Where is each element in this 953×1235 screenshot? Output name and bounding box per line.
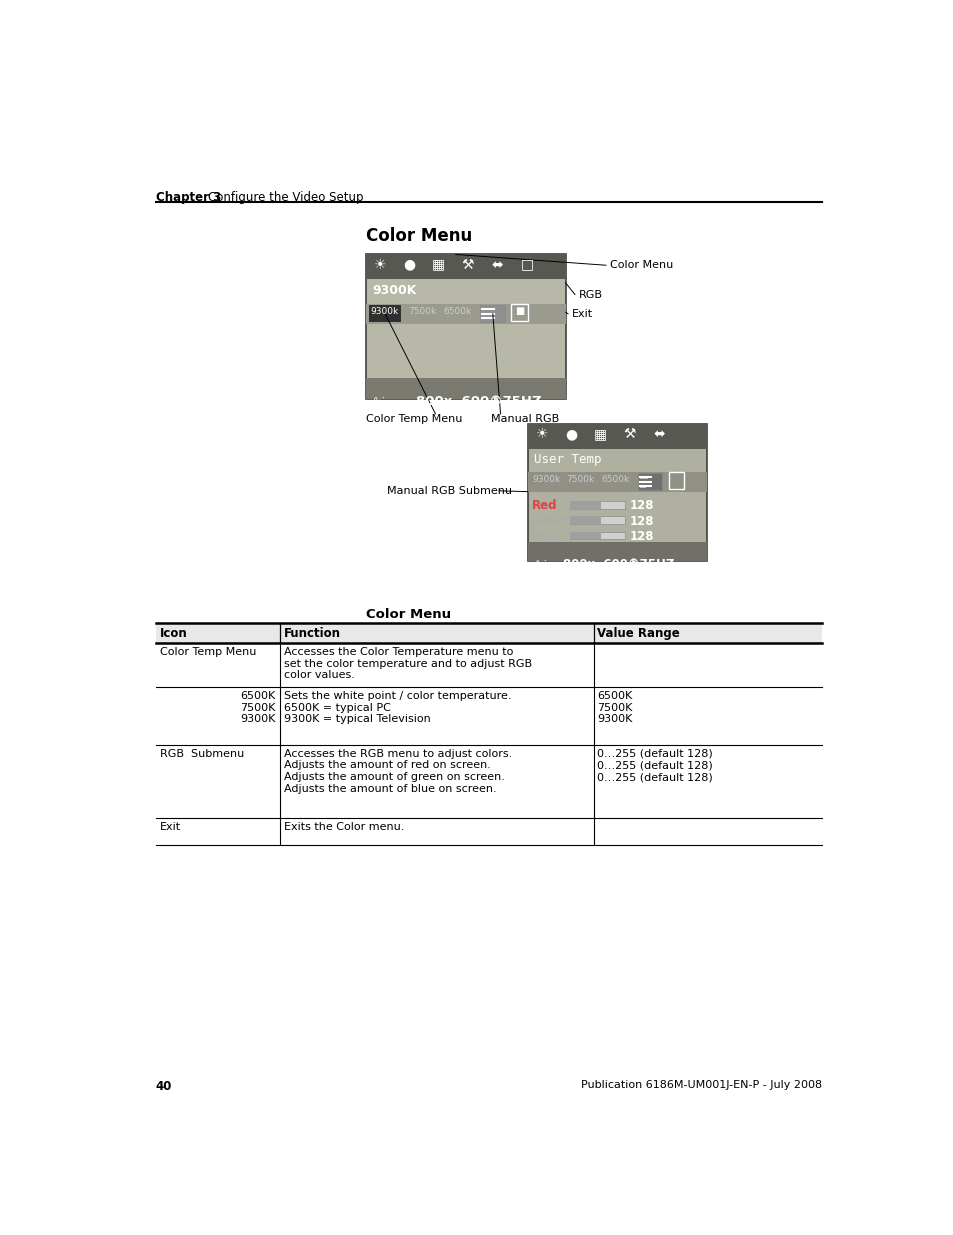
Text: ⬌: ⬌ [491, 258, 503, 272]
Text: ⚒: ⚒ [623, 427, 636, 441]
Text: Color Menu: Color Menu [365, 227, 472, 245]
Bar [369, 305, 401, 322]
Text: Publication 6186M-UM001J-EN-P - July 2008: Publication 6186M-UM001J-EN-P - July 200… [580, 1079, 821, 1091]
Bar [639, 480, 645, 483]
Text: Red: Red [531, 499, 557, 513]
Bar [365, 378, 565, 399]
Text: 6500k: 6500k [600, 474, 629, 484]
Text: Color Menu: Color Menu [609, 261, 673, 270]
Text: RGB: RGB [578, 289, 602, 300]
Text: 0…255 (default 128)
0…255 (default 128)
0…255 (default 128): 0…255 (default 128) 0…255 (default 128) … [597, 748, 713, 782]
Bar [570, 516, 624, 524]
Text: User Temp: User Temp [534, 453, 600, 466]
Bar [638, 473, 661, 490]
Bar [155, 624, 821, 643]
Text: ⬌: ⬌ [653, 427, 664, 441]
Bar [570, 501, 624, 509]
Bar [639, 477, 647, 478]
Text: ■: ■ [515, 306, 524, 316]
Text: 800x  600®75HZ: 800x 600®75HZ [562, 558, 673, 571]
Text: 800x  600®75HZ: 800x 600®75HZ [416, 395, 541, 409]
Text: Manual RGB: Manual RGB [491, 414, 558, 424]
Text: ▦: ▦ [594, 427, 606, 441]
Bar [570, 531, 624, 540]
Text: Icon: Icon [159, 627, 187, 640]
Bar [527, 542, 707, 561]
Bar [570, 531, 600, 540]
Bar [365, 254, 565, 399]
Text: Color Menu: Color Menu [365, 608, 451, 621]
Bar [639, 485, 645, 488]
Text: 9300k: 9300k [532, 474, 560, 484]
Text: ∿∴: ∿∴ [535, 557, 549, 567]
Text: 7500k: 7500k [408, 306, 436, 316]
Bar [527, 424, 707, 448]
Text: Function: Function [283, 627, 340, 640]
Bar [480, 305, 505, 322]
Text: 40: 40 [155, 1079, 172, 1093]
Text: RGB  Submenu: RGB Submenu [159, 748, 244, 758]
Text: 6500K
7500K
9300K: 6500K 7500K 9300K [240, 692, 275, 724]
Text: Exit: Exit [571, 309, 593, 319]
Text: Exit: Exit [159, 823, 180, 832]
Text: ☀: ☀ [373, 258, 386, 272]
Text: ●: ● [402, 258, 415, 272]
Text: 128: 128 [629, 499, 654, 513]
Text: 9300K: 9300K [372, 284, 416, 296]
Text: Color Temp Menu: Color Temp Menu [159, 647, 255, 657]
Text: Manual RGB Submenu: Manual RGB Submenu [386, 485, 511, 495]
Text: Value Range: Value Range [597, 627, 679, 640]
Text: ⚒: ⚒ [461, 258, 474, 272]
Bar [668, 472, 683, 489]
Text: Exits the Color menu.: Exits the Color menu. [283, 823, 403, 832]
Text: Color Temp Menu: Color Temp Menu [365, 414, 461, 424]
Text: Blue: Blue [531, 530, 558, 543]
Text: 6500k: 6500k [443, 306, 471, 316]
Text: Sets the white point / color temperature.
6500K = typical PC
9300K = typical Tel: Sets the white point / color temperature… [283, 692, 511, 724]
Text: □: □ [519, 258, 533, 272]
Text: 7500k: 7500k [566, 474, 594, 484]
Text: 128: 128 [629, 515, 654, 527]
Bar [527, 472, 707, 492]
Text: Green: Green [531, 515, 567, 527]
Bar [570, 516, 600, 524]
Bar [365, 254, 565, 279]
Text: Chapter 3: Chapter 3 [155, 190, 221, 204]
Text: Accesses the RGB menu to adjust colors.
Adjusts the amount of red on screen.
Adj: Accesses the RGB menu to adjust colors. … [283, 748, 511, 794]
Text: ▦: ▦ [432, 258, 445, 272]
Bar [511, 304, 528, 321]
Bar [365, 304, 565, 324]
Text: Accesses the Color Temperature menu to
set the color temperature and to adjust R: Accesses the Color Temperature menu to s… [283, 647, 531, 680]
Text: ☀: ☀ [535, 427, 547, 441]
Text: 9300k: 9300k [370, 306, 398, 316]
Bar [570, 501, 600, 509]
Bar [527, 424, 707, 561]
Text: ∿∴: ∿∴ [373, 395, 388, 405]
Text: 6500K
7500K
9300K: 6500K 7500K 9300K [597, 692, 632, 724]
Text: Configure the Video Setup: Configure the Video Setup [208, 190, 363, 204]
Text: 128: 128 [629, 530, 654, 543]
Text: ●: ● [564, 427, 577, 441]
